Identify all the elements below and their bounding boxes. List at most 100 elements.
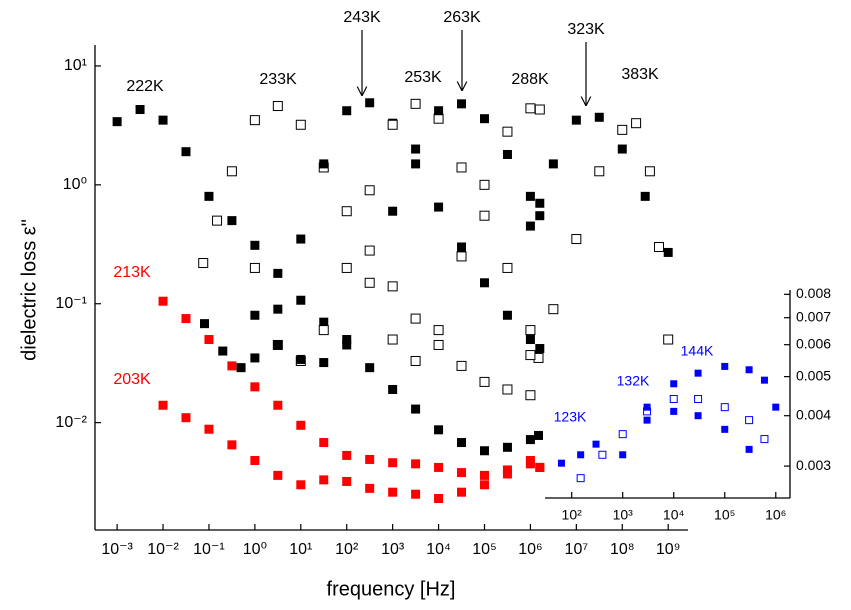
data-point: [535, 198, 545, 208]
data-point: [571, 115, 581, 125]
data-point: [296, 480, 306, 490]
data-point: [181, 147, 191, 157]
x-tick-label: 10⁶: [518, 541, 542, 558]
data-point: [181, 413, 191, 423]
data-point: [594, 112, 604, 122]
data-point: [273, 470, 283, 480]
data-point: [433, 339, 444, 350]
data-point: [135, 105, 145, 115]
x-tick-label: 10³: [613, 507, 634, 523]
data-point: [534, 104, 545, 115]
series-label: 233K: [259, 71, 297, 88]
data-point: [364, 277, 375, 288]
data-point: [617, 124, 628, 135]
x-axis-label: frequency [Hz]: [327, 578, 456, 600]
data-point: [670, 380, 678, 388]
data-point: [434, 425, 444, 435]
data-point: [250, 353, 260, 363]
series-label: 213K: [113, 264, 151, 281]
data-point: [745, 366, 753, 374]
data-point: [342, 476, 352, 486]
data-point: [592, 440, 600, 448]
data-point: [598, 450, 607, 459]
data-point: [525, 103, 536, 114]
data-point: [365, 98, 375, 108]
data-point: [525, 350, 536, 361]
data-point: [525, 435, 535, 445]
x-tick-label: 10⁸: [610, 541, 635, 558]
series-label: 123K: [554, 409, 587, 425]
data-point: [112, 117, 122, 127]
y-tick-label: 0.006: [796, 335, 831, 351]
data-point: [694, 395, 703, 404]
x-tick-label: 10²: [335, 541, 359, 558]
data-point: [204, 335, 214, 345]
data-point: [250, 382, 260, 392]
x-tick-label: 10¹: [289, 541, 312, 558]
series-label: 144K: [681, 343, 714, 359]
data-point: [525, 325, 536, 336]
data-point: [721, 425, 729, 433]
data-point: [653, 242, 664, 253]
data-point: [227, 361, 237, 371]
data-point: [295, 119, 306, 130]
data-point: [557, 459, 565, 467]
data-point: [364, 245, 375, 256]
data-point: [204, 424, 214, 434]
series-label: 263K: [443, 9, 481, 26]
data-point: [663, 247, 673, 257]
y-tick-label: 0.008: [796, 285, 831, 301]
data-point: [319, 159, 329, 169]
data-point: [457, 242, 467, 252]
data-point: [618, 430, 627, 439]
data-point: [525, 191, 535, 201]
data-point: [694, 412, 702, 420]
data-point: [227, 216, 237, 226]
series-label: 288K: [511, 71, 549, 88]
data-point: [760, 376, 768, 384]
data-point: [342, 106, 352, 116]
data-point: [273, 400, 283, 410]
series-label: 253K: [404, 69, 442, 86]
data-point: [479, 480, 489, 490]
data-point: [525, 459, 535, 469]
data-point: [388, 384, 398, 394]
data-point: [273, 268, 283, 278]
x-tick-label: 10⁰: [243, 541, 267, 558]
data-point: [457, 487, 467, 497]
data-point: [318, 325, 329, 336]
x-tick-label: 10⁻¹: [193, 541, 225, 558]
data-point: [433, 325, 444, 336]
x-tick-label: 10³: [381, 541, 405, 558]
data-point: [388, 487, 398, 497]
data-point: [250, 240, 260, 250]
x-tick-label: 10⁶: [765, 507, 786, 523]
x-tick-label: 10⁴: [426, 541, 451, 558]
data-point: [502, 149, 512, 159]
data-point: [745, 445, 753, 453]
series-label: 222K: [126, 78, 164, 95]
data-point: [457, 468, 467, 478]
data-point: [525, 335, 535, 345]
x-tick-label: 10⁹: [656, 541, 681, 558]
data-point: [158, 296, 168, 306]
data-point: [181, 314, 191, 324]
x-tick-label: 10²: [562, 507, 583, 523]
data-point: [434, 462, 444, 472]
data-point: [525, 221, 535, 231]
data-point: [535, 344, 545, 354]
y-tick-label: 0.004: [796, 406, 831, 422]
data-point: [720, 403, 729, 412]
x-tick-label: 10⁻³: [101, 541, 133, 558]
data-point: [296, 234, 306, 244]
data-point: [663, 334, 674, 345]
data-point: [365, 483, 375, 493]
data-point: [535, 462, 545, 472]
data-point: [434, 494, 444, 504]
data-point: [273, 304, 283, 314]
data-point: [410, 98, 421, 109]
data-point: [387, 334, 398, 345]
data-point: [250, 456, 260, 466]
data-point: [457, 99, 467, 109]
data-point: [249, 115, 260, 126]
